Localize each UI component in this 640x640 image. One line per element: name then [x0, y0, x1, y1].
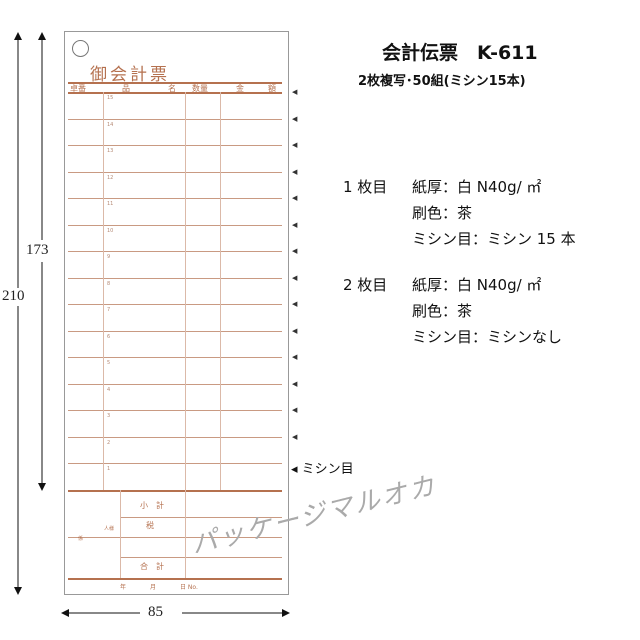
row-number: 15 [107, 95, 114, 101]
dim-85: 85 [148, 604, 163, 620]
spec-sheet-1: 1 枚目 [343, 178, 388, 196]
perforation-arrow-icon: ◀ [292, 194, 298, 202]
row-line [68, 224, 282, 226]
perforation-arrow-icon: ◀ [292, 300, 298, 308]
row-line [68, 198, 282, 199]
spec-1-perf: ミシン目：ミシン 15 本 [412, 230, 576, 248]
row-line [68, 383, 282, 385]
row-line [68, 357, 282, 358]
row-number: 9 [107, 254, 111, 260]
row-line [68, 304, 282, 305]
row-number: 8 [107, 280, 111, 287]
product-title: 会計伝票 K-611 [382, 42, 538, 64]
perforation-arrow-icon: ◀ [292, 141, 298, 149]
perforation-arrow-icon: ◀ [292, 220, 298, 229]
row-number: 1 [107, 466, 111, 472]
staff-label: 係 [78, 536, 84, 542]
row-number: 7 [107, 307, 111, 313]
header-amount-2: 額 [268, 84, 276, 93]
row-number: 2 [107, 439, 111, 446]
row-number: 4 [107, 386, 111, 393]
spec-sheet-2: 2 枚目 [343, 276, 388, 294]
header-item: 品 [122, 84, 130, 93]
spec-2-paper: 紙厚：白 N40g/ ㎡ [412, 276, 542, 294]
row-number: 14 [107, 121, 114, 128]
row-number: 10 [107, 227, 114, 234]
row-number: 11 [107, 201, 114, 207]
date-day-no: 日 No. [180, 584, 198, 591]
date-month: 月 [150, 584, 157, 591]
total-label: 合 計 [140, 562, 164, 571]
dim-173: 173 [26, 242, 49, 259]
perforation-arrow-icon: ◀ [292, 406, 298, 414]
row-line [68, 145, 282, 146]
punch-hole [72, 40, 89, 57]
row-line [68, 251, 282, 252]
dim-210: 210 [2, 288, 25, 305]
perforation-arrow-icon: ◀ [292, 88, 298, 96]
row-line [68, 277, 282, 279]
perforation-arrow-icon: ◀ [292, 353, 298, 361]
date-year: 年 [120, 584, 127, 591]
row-line [68, 436, 282, 438]
perforation-arrow-icon: ◀ [292, 167, 298, 176]
guests-label: 人様 [104, 526, 115, 532]
row-number: 6 [107, 333, 111, 340]
row-line [68, 463, 282, 464]
spec-1-paper: 紙厚：白 N40g/ ㎡ [412, 178, 542, 196]
spec-2-ink: 刷色：茶 [412, 302, 473, 320]
row-number: 13 [107, 148, 114, 154]
perforation-arrow-icon: ◀ [292, 432, 298, 441]
row-line [68, 330, 282, 332]
perforation-arrow-icon: ◀ [292, 379, 298, 388]
row-number: 3 [107, 413, 111, 419]
row-line [68, 118, 282, 120]
slip-image [64, 31, 289, 595]
row-line [68, 171, 282, 173]
header-name: 名 [168, 84, 176, 93]
subtotal-label: 小 計 [140, 501, 164, 510]
perforation-arrow-icon: ◀ [292, 326, 298, 335]
slip-title: 御会計票 [90, 65, 170, 85]
header-amount: 金 [236, 84, 244, 93]
row-number: 12 [107, 174, 114, 181]
perforation-arrow-icon: ◀ [292, 247, 298, 255]
tax-label: 税 [146, 521, 154, 530]
perforation-arrow-icon: ◀ [292, 114, 298, 123]
product-subtitle: 2枚複写･50組(ミシン15本) [358, 74, 526, 89]
spec-2-perf: ミシン目：ミシンなし [412, 328, 563, 346]
perforation-label: ◂ ミシン目 [291, 462, 354, 477]
row-line [68, 410, 282, 411]
row-number: 5 [107, 360, 111, 366]
header-qty: 数量 [192, 84, 208, 93]
spec-1-ink: 刷色：茶 [412, 204, 473, 222]
perforation-arrow-icon: ◀ [292, 273, 298, 282]
header-table: 卓番 [70, 84, 86, 93]
